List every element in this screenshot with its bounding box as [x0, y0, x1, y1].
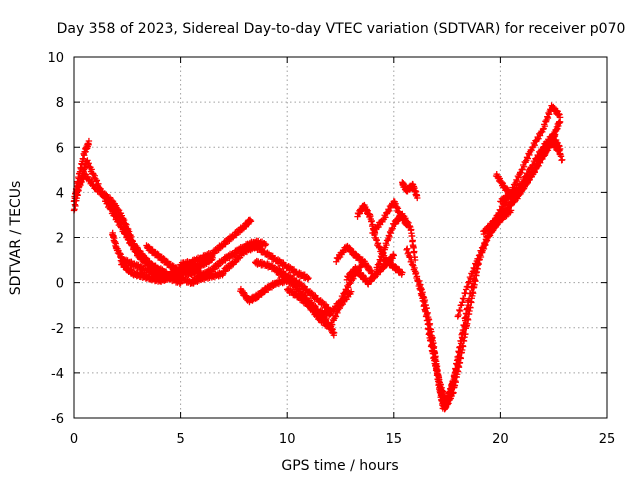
y-tick-label: -4 — [51, 367, 64, 382]
data-point — [333, 258, 340, 265]
x-tick-label: 20 — [492, 432, 509, 447]
data-point — [464, 283, 471, 290]
data-point — [528, 147, 535, 154]
data-point — [454, 368, 462, 375]
y-tick-label: -2 — [51, 322, 64, 337]
data-point — [513, 178, 521, 185]
data-point — [328, 321, 336, 328]
x-axis-label: GPS time / hours — [281, 458, 398, 474]
y-tick-label: 2 — [56, 232, 64, 247]
y-tick-label: 0 — [56, 277, 64, 292]
data-points — [70, 102, 566, 413]
data-point — [454, 313, 461, 320]
data-point — [456, 306, 463, 314]
data-point — [460, 295, 468, 303]
x-tick-labels: 0 5 10 15 20 25 — [70, 432, 615, 447]
y-tick-labels: -6 -4 -2 0 2 4 6 8 10 — [47, 51, 64, 427]
x-tick-label: 25 — [599, 432, 616, 447]
data-point — [304, 275, 311, 283]
data-point — [467, 304, 474, 311]
data-point — [455, 311, 462, 319]
x-tick-label: 0 — [70, 432, 78, 447]
data-point — [475, 255, 482, 263]
data-point — [425, 325, 432, 332]
data-point — [470, 264, 477, 272]
data-point — [499, 205, 506, 212]
data-point — [350, 275, 357, 282]
data-point — [524, 155, 532, 162]
data-point — [456, 307, 464, 315]
data-point — [344, 284, 352, 291]
data-point — [247, 217, 255, 225]
data-point — [93, 177, 101, 184]
data-point — [387, 204, 394, 211]
data-point — [177, 279, 184, 286]
y-tick-label: 6 — [56, 141, 64, 156]
data-point — [556, 114, 564, 121]
data-point — [526, 151, 533, 159]
data-point — [261, 242, 269, 249]
y-tick-label: 8 — [56, 96, 64, 111]
data-point — [459, 299, 466, 306]
data-point — [347, 288, 355, 295]
data-point — [452, 379, 459, 386]
y-tick-label: -6 — [51, 412, 64, 427]
x-tick-label: 5 — [176, 432, 184, 447]
data-point — [262, 241, 270, 248]
data-point — [85, 137, 93, 145]
data-point — [411, 248, 418, 255]
data-point — [382, 214, 389, 221]
data-point — [390, 252, 397, 259]
data-point — [343, 287, 350, 294]
data-point — [531, 141, 538, 149]
data-point — [469, 290, 477, 297]
data-point — [414, 194, 421, 202]
grid — [74, 57, 607, 418]
data-point — [472, 277, 479, 285]
chart-title: Day 358 of 2023, Sidereal Day-to-day VTE… — [57, 21, 626, 37]
data-point — [77, 165, 85, 173]
data-point — [472, 261, 480, 268]
data-point — [305, 274, 312, 282]
data-point — [423, 304, 430, 312]
data-point — [483, 237, 490, 244]
data-point — [88, 178, 95, 185]
data-point — [330, 329, 338, 336]
data-point — [72, 202, 79, 210]
data-point — [464, 316, 472, 324]
y-axis-label: SDTVAR / TECUs — [8, 181, 24, 296]
data-point — [457, 355, 465, 362]
y-tick-label: 4 — [56, 186, 64, 201]
data-point — [462, 290, 469, 297]
data-point — [339, 294, 346, 302]
x-tick-label: 10 — [279, 432, 296, 447]
data-point — [517, 169, 525, 177]
data-point — [515, 174, 522, 181]
x-tick-label: 15 — [386, 432, 403, 447]
data-point — [108, 196, 115, 204]
data-point — [176, 280, 184, 287]
data-point — [465, 279, 472, 286]
data-point — [462, 330, 469, 338]
data-point — [481, 241, 489, 248]
data-point — [559, 156, 566, 163]
data-point — [520, 163, 528, 170]
data-point — [459, 343, 467, 350]
data-point — [332, 313, 340, 320]
y-tick-label: 10 — [47, 51, 64, 66]
data-point — [478, 249, 485, 256]
data-point — [89, 181, 97, 188]
data-point — [556, 145, 564, 153]
data-point — [467, 275, 474, 282]
data-point — [399, 269, 406, 276]
plot-frame — [73, 56, 608, 419]
data-point — [536, 132, 544, 139]
data-point — [471, 265, 478, 273]
data-point — [427, 337, 434, 345]
